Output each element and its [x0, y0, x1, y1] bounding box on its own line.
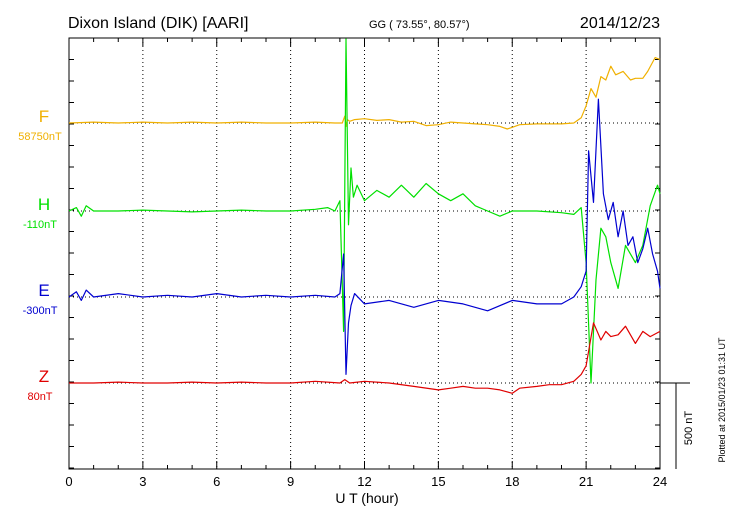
label-layer: 0 3 6 9 12 15 18 21 24 F 58750nT H -110nT E -300nT Z 80n… [18, 107, 667, 489]
x-tick-label: 9 [287, 474, 294, 489]
x-tick-label: 3 [139, 474, 146, 489]
series-layer [68, 38, 661, 394]
series-line-h [68, 38, 661, 384]
x-tick-label: 12 [357, 474, 371, 489]
geo-coordinates: GG ( 73.55°, 80.57°) [369, 19, 470, 31]
series-line-f [68, 56, 661, 130]
series-line-e [68, 98, 661, 375]
axis-layer [68, 37, 661, 470]
series-baseline-label-h: -110nT [23, 219, 57, 231]
x-tick-label: 15 [431, 474, 445, 489]
plot-date: 2014/12/23 [580, 15, 660, 32]
x-tick-label: 18 [505, 474, 519, 489]
series-baseline-label-f: 58750nT [18, 131, 62, 143]
grid-layer [69, 38, 660, 469]
x-tick-label: 6 [213, 474, 220, 489]
series-name-f: F [39, 107, 49, 126]
series-name-z: Z [39, 367, 49, 386]
scale-bar-label: 500 nT [683, 411, 695, 446]
station-title: Dixon Island (DIK) [AARI] [68, 15, 249, 32]
x-axis-title: U T (hour) [335, 490, 398, 506]
x-tick-label: 0 [65, 474, 72, 489]
series-baseline-label-z: 80nT [27, 391, 52, 403]
scale-bar: 500 nT [660, 382, 695, 469]
series-line-z [69, 322, 661, 394]
series-baseline-label-e: -300nT [23, 305, 58, 317]
series-name-h: H [38, 195, 50, 214]
x-tick-label: 21 [579, 474, 593, 489]
plotted-at-note: Plotted at 2015/01/23 01:31 UT [717, 337, 727, 463]
series-name-e: E [38, 281, 49, 300]
x-tick-label: 24 [653, 474, 667, 489]
